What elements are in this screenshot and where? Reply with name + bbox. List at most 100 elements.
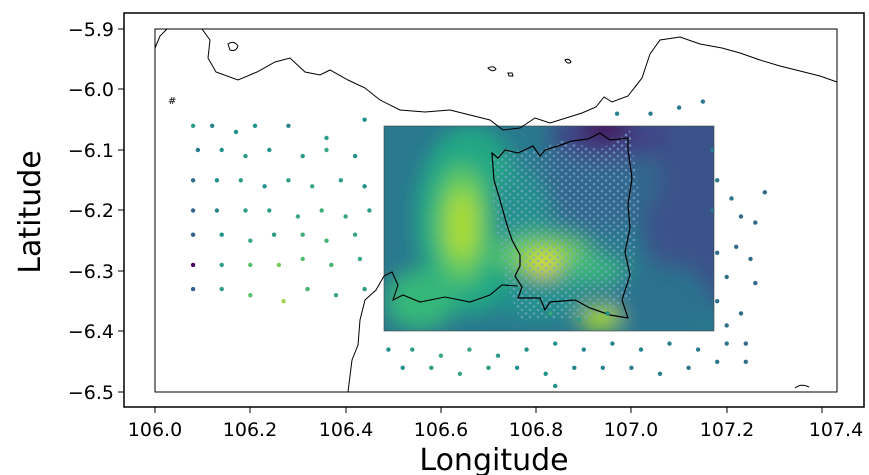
station-point (686, 365, 691, 370)
station-point (467, 347, 472, 352)
station-point (238, 178, 243, 183)
station-point (367, 208, 372, 213)
station-point (553, 341, 558, 346)
station-point (329, 262, 334, 268)
y-tick-label: −6.1 (68, 140, 114, 162)
contour-field (384, 126, 714, 331)
station-point (286, 178, 291, 183)
station-point (190, 123, 196, 128)
x-tick-label: 106.6 (414, 419, 468, 441)
station-point (333, 293, 339, 298)
station-point (386, 347, 391, 352)
station-point (195, 147, 201, 153)
station-point (748, 256, 753, 262)
station-point (553, 383, 558, 389)
station-point (343, 214, 348, 219)
station-point (295, 214, 301, 219)
station-point (243, 153, 248, 159)
station-point (710, 208, 715, 213)
station-point (300, 256, 305, 262)
station-point (524, 347, 529, 352)
station-point (715, 178, 720, 183)
tangerang-boundary (383, 271, 519, 303)
station-point (190, 262, 196, 268)
x-tick-label: 107.0 (604, 419, 658, 441)
station-point (271, 232, 277, 237)
station-point (214, 178, 220, 183)
station-point (248, 262, 253, 268)
station-point (581, 347, 586, 352)
y-tick-label: −5.9 (68, 19, 114, 41)
station-point (729, 196, 734, 201)
station-point (514, 365, 520, 370)
station-point (214, 208, 220, 213)
island (564, 58, 572, 64)
station-point (362, 184, 367, 189)
station-point (219, 147, 224, 153)
station-point (248, 238, 253, 243)
station-point (300, 232, 305, 237)
coastline-south (347, 275, 385, 393)
x-axis-label: Longitude (419, 443, 568, 475)
station-point (700, 99, 706, 104)
station-point (300, 153, 305, 159)
y-tick-label: −6.3 (68, 261, 114, 283)
station-point (600, 365, 605, 370)
station-point (762, 190, 767, 195)
station-point (572, 365, 577, 370)
x-tick-label: 106.0 (128, 419, 182, 441)
island (794, 384, 810, 389)
station-point (724, 274, 729, 280)
station-point (738, 214, 744, 219)
station-point (357, 256, 363, 262)
station-point (262, 184, 267, 189)
station-point (310, 184, 315, 189)
station-point (352, 153, 358, 159)
station-point (352, 232, 358, 237)
station-point (438, 353, 444, 358)
station-point (715, 299, 720, 304)
station-point (324, 147, 329, 153)
station-point (410, 347, 415, 352)
station-point (252, 123, 258, 128)
station-point (190, 208, 196, 213)
station-point (267, 208, 272, 213)
station-point (243, 208, 248, 213)
station-point (219, 262, 224, 268)
island-glyph: # (168, 96, 176, 107)
x-tick-label: 106.4 (319, 419, 373, 441)
station-point (495, 353, 501, 358)
station-point (724, 341, 729, 346)
station-point (738, 311, 744, 316)
station-point (267, 147, 272, 153)
station-point (657, 371, 663, 376)
station-point (286, 123, 291, 128)
station-point (210, 123, 215, 128)
station-point (753, 220, 758, 225)
station-point (724, 323, 729, 328)
y-axis-label: Latitude (13, 150, 48, 273)
station-point (362, 286, 367, 292)
station-point (319, 208, 324, 213)
contour-extent (383, 125, 715, 332)
station-point (190, 286, 196, 292)
station-point (734, 244, 739, 249)
station-point (400, 365, 405, 370)
station-point (324, 135, 329, 141)
station-point (753, 280, 758, 286)
station-point (276, 262, 282, 268)
coastline (154, 28, 838, 131)
station-point (548, 311, 553, 316)
station-point (219, 286, 224, 292)
y-ticks: −5.9 −6.0 −6.1 −6.2 −6.3 −6.4 −6.5 (68, 19, 124, 404)
station-point (324, 238, 329, 243)
station-point (715, 359, 720, 364)
station-point (710, 147, 715, 153)
station-point (281, 299, 286, 304)
station-point (610, 341, 615, 346)
x-tick-label: 106.2 (223, 419, 277, 441)
island (507, 72, 514, 77)
station-point (743, 359, 748, 364)
station-point (576, 317, 582, 322)
